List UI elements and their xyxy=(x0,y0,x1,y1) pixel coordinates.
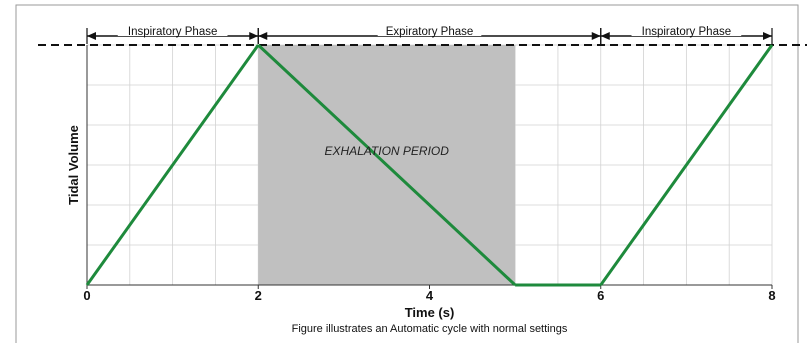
y-axis-title: Tidal Volume xyxy=(66,125,81,205)
phase-label: Inspiratory Phase xyxy=(128,26,218,38)
phase-arrowhead-left xyxy=(87,32,96,40)
phase-label-backing xyxy=(117,25,228,36)
series-segment xyxy=(85,44,260,286)
phase-arrowhead-left xyxy=(600,32,610,40)
x-tick-label: 4 xyxy=(426,288,434,303)
figure-border xyxy=(15,4,799,343)
phase-arrowhead-right xyxy=(249,32,259,40)
x-axis-title: Time (s) xyxy=(405,305,455,320)
series-segment xyxy=(257,43,517,287)
x-tick-label: 8 xyxy=(768,288,775,303)
phase-arrowhead-right xyxy=(591,32,601,40)
x-tick-label: 6 xyxy=(597,288,604,303)
x-tick-label: 0 xyxy=(83,288,90,303)
phase-arrowhead-left xyxy=(258,32,268,40)
phase-label-backing xyxy=(377,25,482,36)
figure-caption: Figure illustrates an Automatic cycle wi… xyxy=(292,323,568,335)
phase-label: Inspiratory Phase xyxy=(642,26,732,38)
phase-label: Expiratory Phase xyxy=(386,26,474,38)
phase-arrowhead-right xyxy=(763,32,772,40)
phase-label-backing xyxy=(631,25,742,36)
series-segment xyxy=(599,44,774,286)
exhalation-period-label: EXHALATION PERIOD xyxy=(324,144,449,158)
x-tick-label: 2 xyxy=(255,288,262,303)
